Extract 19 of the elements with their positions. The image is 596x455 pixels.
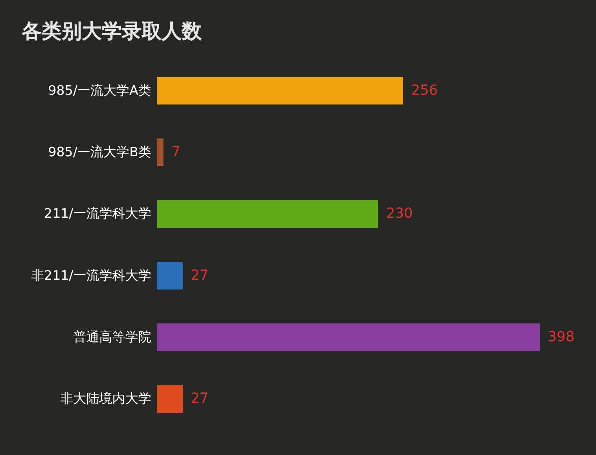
y-tick-label: 985/一流大学B类 — [48, 144, 152, 160]
data-label: 7 — [172, 144, 181, 160]
y-tick-label: 普通高等学院 — [74, 330, 152, 346]
chart-title: 各类别大学录取人数 — [21, 19, 203, 43]
bar — [157, 385, 183, 414]
data-label: 256 — [411, 82, 438, 99]
y-tick-label: 非大陆境内大学 — [60, 391, 152, 408]
bar — [157, 76, 404, 105]
bar — [157, 324, 540, 352]
data-label: 27 — [190, 391, 209, 408]
bar — [157, 138, 164, 166]
y-tick-label: 985/一流大学A类 — [48, 82, 152, 99]
data-label: 230 — [386, 206, 414, 222]
y-tick-label: 211/一流学科大学 — [44, 206, 152, 222]
bar — [157, 262, 183, 290]
data-label: 398 — [548, 330, 575, 346]
y-tick-label: 非211/一流学科大学 — [31, 268, 152, 284]
bar — [157, 200, 378, 228]
data-label: 27 — [190, 268, 209, 284]
